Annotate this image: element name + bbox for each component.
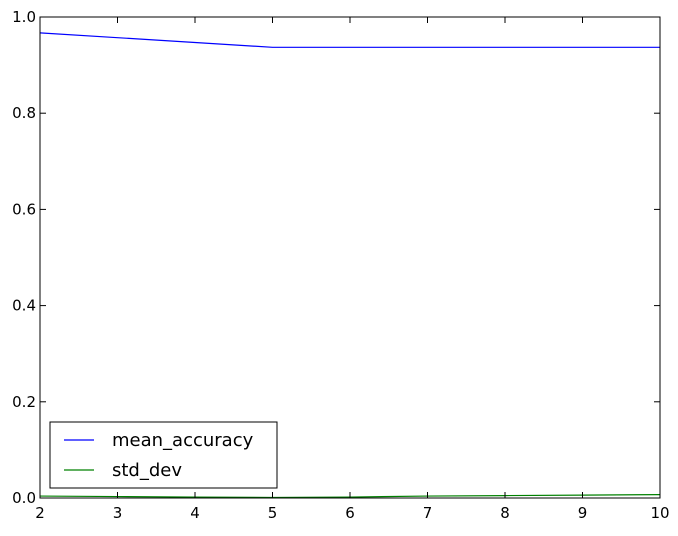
- y-tick-label: 0.2: [12, 393, 36, 411]
- x-tick-label: 4: [190, 504, 200, 522]
- series-line-mean-accuracy: [39, 32, 660, 48]
- plot-frame: [39, 16, 661, 499]
- axes-frame: [39, 16, 661, 499]
- x-tick-label: 6: [345, 504, 355, 522]
- x-tick-label: 5: [268, 504, 278, 522]
- y-tick-label: 0.6: [12, 200, 36, 218]
- y-tick-label: 0.4: [12, 297, 36, 315]
- y-tick-label: 0.0: [12, 489, 36, 507]
- x-tick-label: 9: [578, 504, 588, 522]
- legend-label-std-dev: std_dev: [112, 460, 182, 481]
- x-tick-label: 2: [35, 504, 45, 522]
- plot-background: [40, 17, 660, 498]
- x-tick-label: 7: [423, 504, 433, 522]
- axis-ticks: 2 3 4 5 6 7 8 9 10 0.0 0.2 0.4 0.6 0.8 1.0: [12, 8, 669, 522]
- x-tick-label: 8: [500, 504, 510, 522]
- plot-area: [40, 17, 660, 498]
- legend-box: [49, 421, 278, 489]
- x-tick-label: 3: [113, 504, 123, 522]
- legend: mean_accuracy std_dev: [49, 421, 278, 489]
- y-tick-label: 0.8: [12, 104, 36, 122]
- x-tick-label: 10: [650, 504, 669, 522]
- legend-label-mean-accuracy: mean_accuracy: [112, 430, 254, 451]
- y-tick-label: 1.0: [12, 8, 36, 26]
